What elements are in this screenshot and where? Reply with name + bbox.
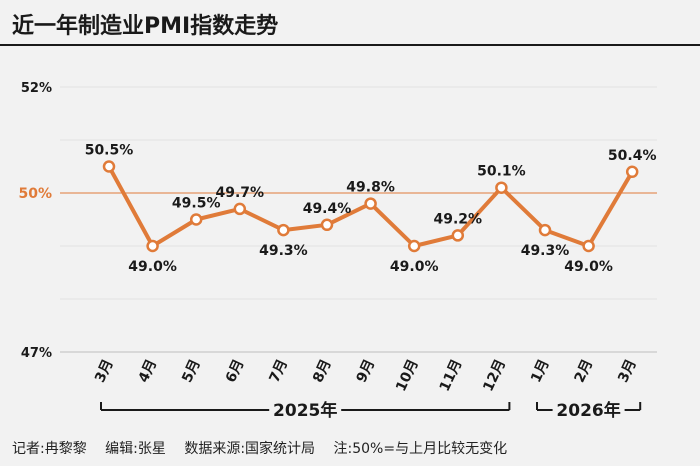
data-point	[102, 160, 116, 173]
x-tick-label: 3月	[92, 357, 117, 385]
data-point	[320, 218, 334, 232]
year-group-label: 2026年	[556, 400, 620, 421]
reporter-credit: 记者:冉黎黎	[12, 441, 87, 457]
x-tick-label: 10月	[393, 357, 422, 394]
data-point	[277, 223, 290, 237]
data-point	[146, 239, 159, 253]
data-label: 49.3%	[521, 243, 570, 259]
data-label: 49.0%	[128, 259, 177, 275]
editor-credit: 编辑:张星	[105, 441, 166, 457]
data-label: 49.2%	[434, 211, 483, 227]
data-label: 49.3%	[259, 243, 308, 259]
x-tick-label: 6月	[223, 357, 248, 385]
data-label: 49.0%	[390, 259, 439, 275]
data-label: 49.8%	[346, 180, 395, 196]
x-tick-label: 4月	[136, 357, 161, 385]
data-label: 49.0%	[564, 259, 613, 275]
y-tick-label: 52%	[21, 81, 52, 96]
x-tick-label: 5月	[179, 357, 204, 385]
x-tick-label: 12月	[480, 357, 509, 394]
x-tick-label: 11月	[437, 357, 466, 394]
x-tick-label: 9月	[354, 357, 379, 385]
data-point	[451, 229, 465, 242]
data-point	[407, 239, 421, 253]
data-source: 数据来源:国家统计局	[184, 441, 316, 457]
y-tick-label: 50%	[18, 186, 52, 202]
data-point	[233, 202, 247, 216]
data-point	[538, 223, 552, 237]
chart-note: 注:50%=与上月比较无变化	[333, 441, 508, 457]
data-label: 50.4%	[608, 148, 657, 164]
data-point	[625, 165, 639, 179]
data-point	[364, 197, 377, 210]
x-tick-label: 2月	[572, 357, 597, 385]
data-label: 49.7%	[216, 185, 265, 201]
x-tick-label: 1月	[528, 357, 553, 385]
y-tick-label: 47%	[21, 346, 52, 361]
data-label: 50.1%	[477, 164, 526, 180]
data-point	[582, 239, 595, 253]
data-label: 50.5%	[85, 143, 134, 159]
x-tick-label: 7月	[266, 357, 291, 385]
x-tick-label: 3月	[615, 357, 640, 385]
x-tick-label: 8月	[310, 357, 335, 385]
data-label: 49.4%	[303, 201, 352, 217]
title-divider	[0, 44, 700, 46]
chart-title: 近一年制造业PMI指数走势	[12, 14, 279, 39]
data-label: 49.5%	[172, 196, 221, 212]
footer: 记者:冉黎黎 编辑:张星 数据来源:国家统计局 注:50%=与上月比较无变化	[12, 438, 521, 458]
data-point	[189, 213, 203, 226]
year-group-label: 2025年	[273, 400, 337, 421]
data-point	[495, 181, 508, 194]
